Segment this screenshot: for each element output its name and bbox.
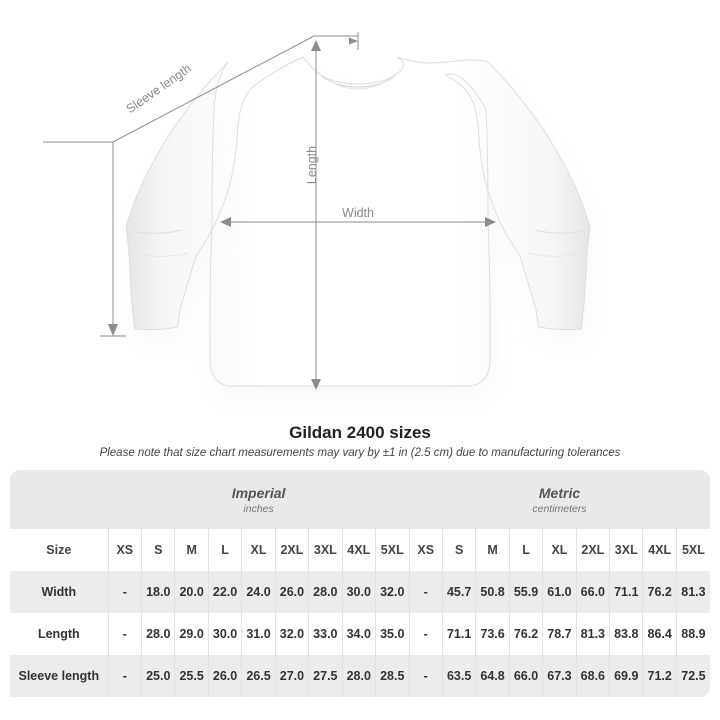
svg-text:Sleeve length: Sleeve length [124, 61, 194, 116]
svg-text:Width: Width [342, 206, 374, 220]
svg-text:Length: Length [305, 146, 319, 184]
